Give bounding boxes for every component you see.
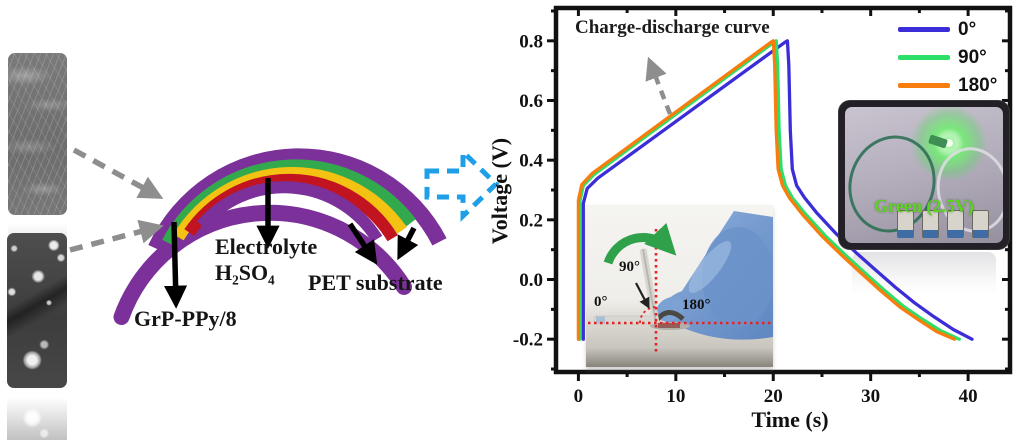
legend-line-swatch: [898, 55, 950, 60]
charge-discharge-chart: 0 10 20 30 40 0.8 0.6 0.4 0.2 0.0 -0.2: [513, 5, 1013, 407]
led-inset-reflection: [852, 252, 996, 300]
legend-item-180°: 180°: [898, 75, 997, 96]
legend-label: 180°: [958, 74, 998, 96]
x-tick-label: 40: [959, 386, 978, 407]
pet-substrate-label: PET substrate: [308, 270, 443, 295]
x-axis-title: Time (s): [751, 407, 829, 432]
legend-item-90°: 90°: [898, 47, 997, 68]
supercapacitor-cell: [922, 210, 939, 238]
led-photo: Green (2.5V): [845, 107, 1003, 243]
y-tick-label: 0.0: [519, 270, 543, 291]
legend-line-swatch: [898, 27, 950, 32]
device-strip-90deg-core: [642, 248, 657, 324]
sem-image-bottom: [7, 233, 67, 388]
legend-item-0°: 0°: [898, 19, 997, 40]
glove-highlight: [688, 241, 732, 293]
chart-legend: 0° 90° 180°: [898, 19, 997, 96]
y-tick-label: 0.2: [519, 210, 543, 231]
angle-label-180: 180°: [682, 297, 711, 313]
x-tick-label: 0: [574, 386, 584, 407]
bending-photo-graphics: [588, 211, 773, 355]
rotation-arrow: [603, 222, 677, 265]
supercapacitor-cell: [947, 210, 964, 238]
series-180°: [576, 39, 957, 341]
grp-ppy-label: GrP-PPy/8: [134, 306, 237, 331]
angle-label-0: 0°: [594, 294, 608, 310]
legend-label: 90°: [958, 46, 987, 68]
deg90-pointer-arrow: [635, 282, 650, 309]
led-caption: Green (2.5V): [874, 196, 974, 216]
green-electrode-layer: [162, 159, 416, 246]
supercapacitor-cell: [897, 210, 914, 238]
x-tick-label: 30: [861, 386, 880, 407]
blue-dashed-block-arrow: [424, 146, 500, 222]
series-90°: [578, 39, 961, 341]
sem-image-bottom-reflection: [7, 390, 67, 440]
device-strip-tip: [596, 316, 605, 324]
y-tick-label: 0.8: [519, 31, 543, 52]
pet-top-layer: [148, 148, 447, 252]
sem-bottom-pointer-arrow: [69, 219, 164, 253]
sem-image-top: [8, 53, 67, 215]
annotation-arrow: [645, 56, 673, 115]
device-edge-red: [658, 323, 680, 328]
angle-label-90: 90°: [619, 259, 640, 275]
x-tick-label: 10: [666, 386, 685, 407]
electrolyte-label-line2: H₂SO₄: [215, 260, 275, 285]
y-tick-label: -0.2: [513, 330, 543, 351]
y-tick-label: 0.4: [519, 151, 543, 172]
pet-inner-layer: [197, 181, 383, 243]
led-photo-inset: Green (2.5V): [838, 100, 1010, 250]
pet-arrow-left: [347, 222, 378, 265]
series-0°: [581, 39, 974, 341]
series-group: [576, 39, 974, 341]
x-tick-label: 20: [764, 386, 783, 407]
supercapacitor-cell: [972, 210, 989, 238]
led-core: [945, 139, 953, 147]
angle-arc: [639, 306, 657, 324]
y-axis-title: Voltage (V): [487, 137, 512, 245]
chart-annotation-title: Charge-discharge curve: [575, 17, 770, 38]
bending-photo-inset: 0° 90° 180°: [586, 205, 773, 367]
sem-top-pointer-arrow: [72, 147, 164, 199]
axis-ticks: 0 10 20 30 40 0.8 0.6 0.4 0.2 0.0 -0.2: [513, 8, 1010, 407]
legend-line-swatch: [898, 83, 950, 88]
electrolyte-label-line1: Electrolyte: [215, 234, 318, 259]
pet-arrow-right: [397, 226, 419, 261]
grp-arrow: [164, 221, 188, 309]
legend-label: 0°: [958, 18, 977, 40]
y-tick-label: 0.6: [519, 91, 543, 112]
